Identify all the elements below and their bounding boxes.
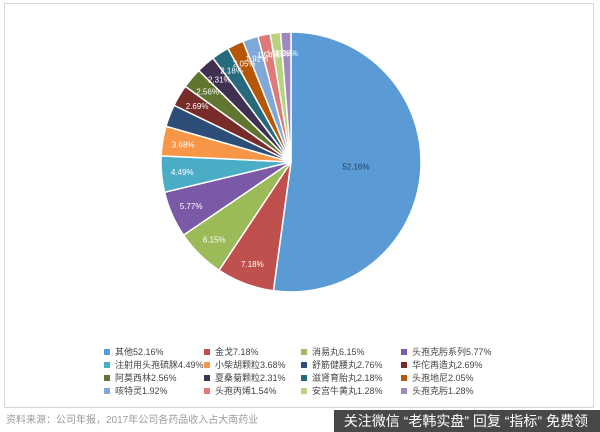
legend-item-4: 头孢克肟系列5.77% xyxy=(401,346,521,357)
legend-swatch xyxy=(301,361,307,368)
pie-slice-16 xyxy=(279,31,292,163)
slice-label-14: 1.54% xyxy=(257,51,280,60)
slice-label-6: 3.68% xyxy=(172,140,195,149)
legend-label: 注射用头孢硫脒4.49% xyxy=(115,360,204,370)
legend-swatch xyxy=(104,361,110,368)
legend-item-7: 舒筋健腰丸2.76% xyxy=(301,359,401,370)
slice-label-9: 2.56% xyxy=(196,88,219,97)
legend: 其他52.16% 金戈7.18% 消易丸6.15% 头孢克肟系列5.77% 注射用头孢硫… xyxy=(104,346,594,396)
slice-labels: 52.16% 7.18% 6.15% 5.77% 4.49% 3.68% 2.69% 2.56… xyxy=(171,49,370,269)
legend-label: 滋肾育胎丸2.18% xyxy=(312,373,383,383)
legend-swatch xyxy=(301,387,307,394)
legend-label: 小柴胡颗粒3.68% xyxy=(215,360,286,370)
legend-label: 阿莫西林2.56% xyxy=(115,373,177,383)
legend-swatch xyxy=(301,348,307,355)
legend-item-1: 其他52.16% xyxy=(104,346,204,357)
legend-label: 舒筋健腰丸2.76% xyxy=(312,360,383,370)
slice-label-13: 1.92% xyxy=(246,54,269,63)
legend-item-2: 金戈7.18% xyxy=(204,346,301,357)
footer: 资料来源：公司年报，2017年公司各药品收入占大南药业 关注微信 “老韩实盘” … xyxy=(0,410,600,432)
legend-label: 夏桑菊颗粒2.31% xyxy=(215,373,286,383)
slice-label-1: 52.16% xyxy=(342,162,369,171)
legend-swatch xyxy=(401,387,407,394)
legend-item-14: 头孢丙烯1.54% xyxy=(204,385,301,396)
slice-label-2: 7.18% xyxy=(241,260,264,269)
pie-slice-1 xyxy=(272,31,422,293)
legend-label: 安宫牛黄丸1.28% xyxy=(312,386,383,396)
slice-label-12: 2.05% xyxy=(233,59,256,68)
legend-item-3: 消易丸6.15% xyxy=(301,346,401,357)
slice-label-3: 6.15% xyxy=(203,236,226,245)
legend-swatch xyxy=(204,387,210,394)
legend-item-13: 咳特灵1.92% xyxy=(104,385,204,396)
legend-item-9: 阿莫西林2.56% xyxy=(104,372,204,383)
legend-label: 消易丸6.15% xyxy=(312,347,365,357)
legend-label: 华佗再造丸2.69% xyxy=(412,360,483,370)
legend-item-11: 滋肾育胎丸2.18% xyxy=(301,372,401,383)
legend-label: 咳特灵1.92% xyxy=(115,386,168,396)
slice-label-16: 1.28% xyxy=(275,49,298,58)
slice-label-10: 2.31% xyxy=(208,76,231,85)
legend-label: 头孢克肟系列5.77% xyxy=(412,347,492,357)
slice-label-5: 4.49% xyxy=(171,168,194,177)
legend-label: 头孢丙烯1.54% xyxy=(215,386,277,396)
legend-swatch xyxy=(204,361,210,368)
legend-item-8: 华佗再造丸2.69% xyxy=(401,359,521,370)
slice-label-15: 1.28% xyxy=(267,50,290,59)
legend-item-10: 夏桑菊颗粒2.31% xyxy=(204,372,301,383)
legend-swatch xyxy=(104,374,110,381)
legend-item-6: 小柴胡颗粒3.68% xyxy=(204,359,301,370)
slice-label-4: 5.77% xyxy=(180,202,203,211)
source-note: 资料来源：公司年报，2017年公司各药品收入占大南药业 xyxy=(6,415,259,426)
legend-item-16: 头孢克肟1.28% xyxy=(401,385,521,396)
slice-label-11: 2.18% xyxy=(220,66,243,75)
legend-swatch xyxy=(104,348,110,355)
legend-swatch xyxy=(401,361,407,368)
legend-label: 金戈7.18% xyxy=(215,347,259,357)
legend-item-15: 安宫牛黄丸1.28% xyxy=(301,385,401,396)
legend-item-5: 注射用头孢硫脒4.49% xyxy=(104,359,204,370)
pie-slices xyxy=(160,31,422,293)
legend-swatch xyxy=(401,374,407,381)
legend-swatch xyxy=(204,348,210,355)
slice-label-8: 2.69% xyxy=(186,102,209,111)
watermark-banner: 关注微信 “老韩实盘” 回复 “指标” 免费领 xyxy=(333,410,600,432)
legend-swatch xyxy=(204,374,210,381)
legend-label: 其他52.16% xyxy=(115,347,164,357)
legend-label: 头孢克肟1.28% xyxy=(412,386,474,396)
legend-swatch xyxy=(301,374,307,381)
legend-item-12: 头孢地尼2.05% xyxy=(401,372,521,383)
legend-swatch xyxy=(104,387,110,394)
legend-swatch xyxy=(401,348,407,355)
legend-label: 头孢地尼2.05% xyxy=(412,373,474,383)
